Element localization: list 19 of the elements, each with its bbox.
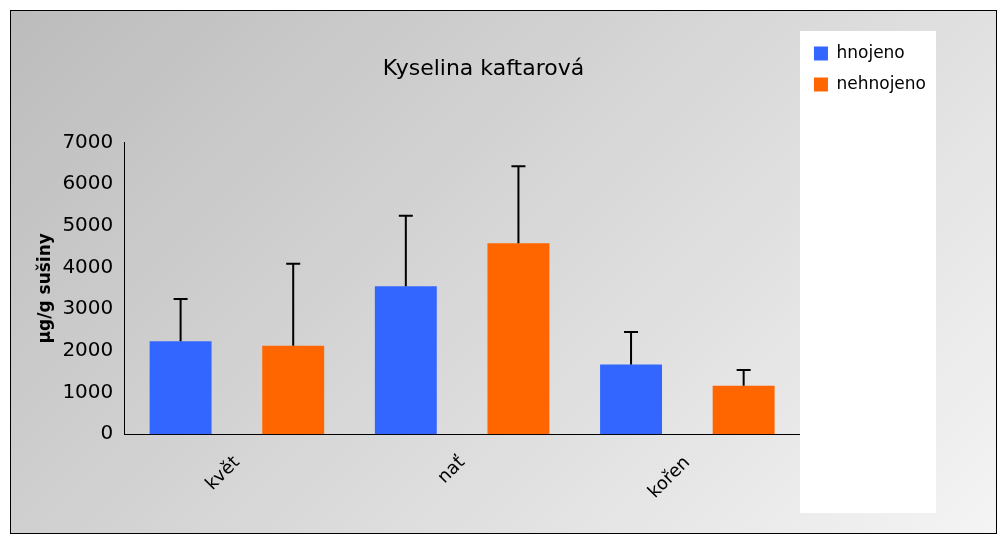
- bar: [600, 364, 663, 435]
- bar: [374, 286, 437, 435]
- bar: [712, 385, 775, 435]
- y-tick-label: 6000: [62, 170, 114, 195]
- bar: [262, 345, 325, 435]
- y-tick-label: 3000: [62, 295, 114, 320]
- y-tick-label: 0: [100, 420, 114, 445]
- bar: [149, 341, 212, 435]
- y-tick-label: 1000: [62, 378, 114, 403]
- y-tick-label: 2000: [62, 337, 114, 362]
- y-axis-title: µg/g sušiny: [33, 233, 54, 344]
- legend-label: hnojeno: [836, 41, 905, 62]
- y-tick-label: 7000: [62, 128, 114, 153]
- y-tick-label: 4000: [62, 253, 114, 278]
- legend-label: nehnojeno: [836, 72, 927, 93]
- x-tick-label: nať: [432, 451, 469, 487]
- chart-title: Kyselina kaftarová: [382, 54, 585, 80]
- y-tick-label: 5000: [62, 211, 114, 236]
- bar: [487, 243, 550, 435]
